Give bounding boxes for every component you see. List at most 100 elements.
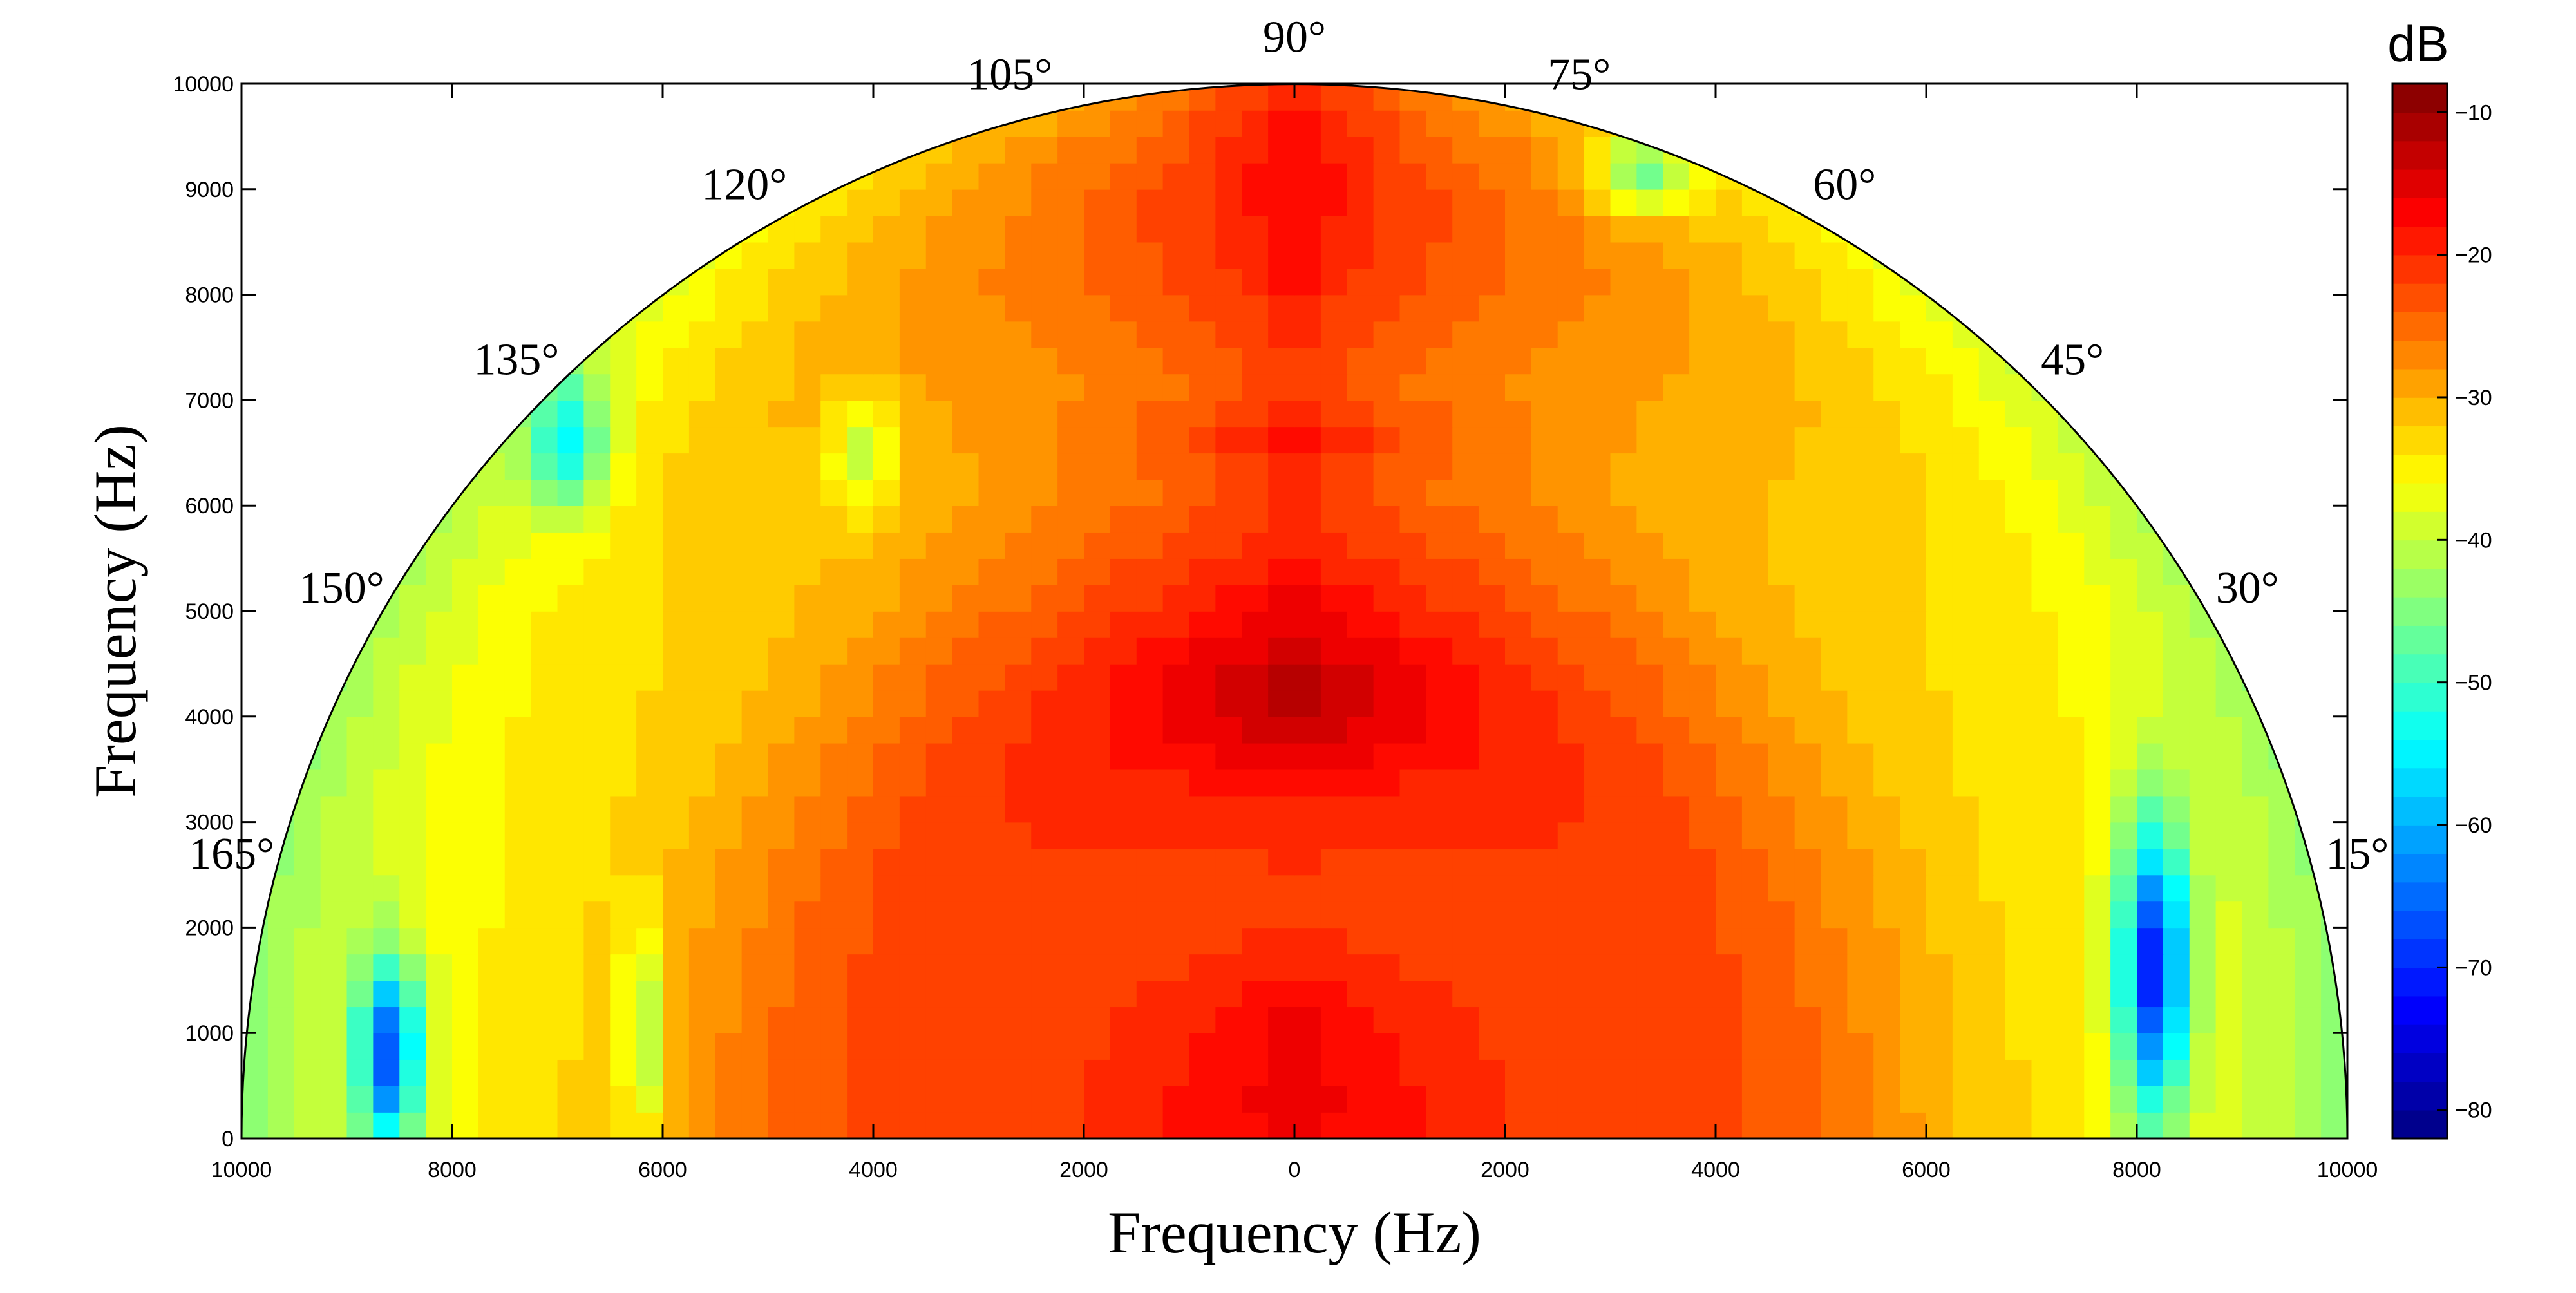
heatmap-cell [715, 954, 743, 981]
heatmap-cell [1347, 426, 1374, 454]
heatmap-cell [1136, 426, 1164, 454]
heatmap-cell [426, 1059, 453, 1086]
heatmap-cell [504, 690, 532, 717]
heatmap-cell [1399, 1033, 1427, 1060]
heatmap-cell [1716, 795, 1743, 823]
heatmap-cell [1005, 505, 1032, 533]
heatmap-cell [1294, 453, 1321, 480]
heatmap-cell [1952, 980, 1980, 1008]
heatmap-cell [1900, 1033, 1927, 1060]
heatmap-cell [1741, 294, 1769, 322]
heatmap-cell [1084, 558, 1111, 585]
heatmap-cell [2005, 1086, 2032, 1113]
heatmap-cell [504, 1112, 532, 1139]
heatmap-cell [1926, 532, 1953, 559]
heatmap-cell [346, 690, 374, 717]
heatmap-cell [2110, 822, 2137, 849]
heatmap-cell [531, 637, 558, 665]
heatmap-cell [1636, 637, 1664, 665]
heatmap-cell [583, 848, 611, 876]
heatmap-cell [899, 1086, 927, 1113]
heatmap-cell [1373, 558, 1401, 585]
heatmap-cell [1636, 663, 1664, 691]
heatmap-cell [1952, 690, 1980, 717]
heatmap-cell [1505, 795, 1532, 823]
heatmap-cell [531, 1059, 558, 1086]
heatmap-cell [399, 1112, 426, 1139]
heatmap-cell [1821, 453, 1848, 480]
heatmap-cell [1347, 690, 1374, 717]
heatmap-cell [583, 453, 611, 480]
heatmap-cell [688, 716, 716, 744]
heatmap-cell [1768, 558, 1795, 585]
heatmap-cell [1110, 795, 1137, 823]
heatmap-cell [1689, 479, 1716, 506]
heatmap-cell [847, 1086, 874, 1113]
heatmap-cell [2321, 1086, 2347, 1113]
heatmap-cell [899, 927, 927, 955]
heatmap-cell [452, 532, 479, 559]
heatmap-cell [688, 558, 716, 585]
heatmap-cell [1952, 769, 1980, 797]
heatmap-cell [2268, 822, 2296, 849]
heatmap-cell [1531, 980, 1558, 1008]
heatmap-cell [1426, 241, 1454, 269]
heatmap-cell [847, 1033, 874, 1060]
heatmap-cell [1479, 927, 1506, 955]
heatmap-cell [1505, 400, 1532, 428]
heatmap-cell [1189, 426, 1217, 454]
heatmap-cell [2084, 1086, 2111, 1113]
heatmap-cell [1031, 162, 1058, 190]
heatmap-cell [373, 822, 401, 849]
heatmap-cell [1847, 1006, 1875, 1033]
heatmap-cell [1373, 637, 1401, 665]
heatmap-cell [1294, 1086, 1321, 1113]
heatmap-cell [583, 980, 611, 1008]
heatmap-cell [1031, 637, 1058, 665]
heatmap-cell [2215, 1033, 2243, 1060]
heatmap-cell [1610, 637, 1638, 665]
heatmap-cell [1768, 980, 1795, 1008]
heatmap-cell [1505, 558, 1532, 585]
heatmap-cell [610, 426, 637, 454]
heatmap-cell [1294, 848, 1321, 876]
heatmap-cell [1399, 453, 1427, 480]
colorbar-swatch [2392, 739, 2447, 769]
heatmap-cell [1900, 874, 1927, 902]
heatmap-cell [1399, 347, 1427, 375]
heatmap-cell [2031, 874, 2059, 902]
heatmap-cell [1952, 373, 1980, 401]
heatmap-cell [873, 241, 900, 269]
heatmap-cell [715, 1086, 743, 1113]
heatmap-cell [1057, 400, 1084, 428]
heatmap-cell [1900, 532, 1927, 559]
heatmap-cell [1373, 848, 1401, 876]
heatmap-cell [1636, 558, 1664, 585]
heatmap-cell [531, 663, 558, 691]
heatmap-cell [2242, 848, 2269, 876]
heatmap-cell [1636, 980, 1664, 1008]
heatmap-cell [531, 585, 558, 612]
heatmap-cell [504, 558, 532, 585]
heatmap-cell [636, 1033, 663, 1060]
heatmap-cell [1294, 1112, 1321, 1139]
heatmap-cell [1399, 189, 1427, 216]
heatmap-cell [346, 848, 374, 876]
heatmap-cell [1110, 663, 1137, 691]
heatmap-cell [1479, 426, 1506, 454]
heatmap-cell [794, 426, 822, 454]
heatmap-cell [1268, 84, 1295, 111]
heatmap-cell [663, 901, 690, 929]
heatmap-cell [1294, 558, 1321, 585]
heatmap-cell [399, 1033, 426, 1060]
heatmap-cell [1347, 532, 1374, 559]
heatmap-cell [557, 927, 585, 955]
heatmap-cell [925, 505, 953, 533]
heatmap-cell [1162, 479, 1190, 506]
heatmap-cell [1031, 136, 1058, 164]
heatmap-cell [820, 373, 848, 401]
heatmap-cell [2005, 822, 2032, 849]
heatmap-cell [1426, 215, 1454, 243]
heatmap-cell [1584, 742, 1611, 770]
heatmap-cell [2242, 927, 2269, 955]
